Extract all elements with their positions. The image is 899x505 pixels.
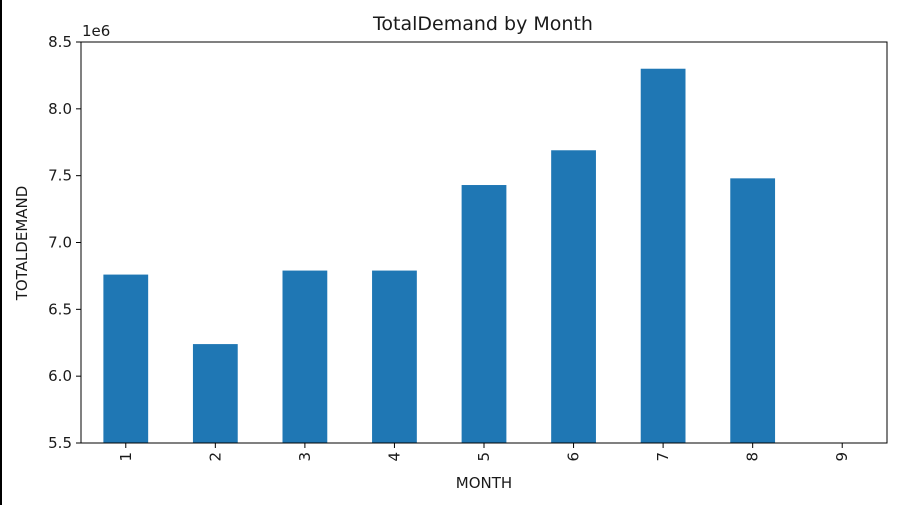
x-tick-label: 8: [744, 452, 762, 462]
y-tick-label: 6.0: [48, 367, 72, 385]
y-tick-label: 8.0: [48, 100, 72, 118]
y-ticks-group: 5.5 6.0 6.5 7.0 7.5 8.0 8.5: [48, 33, 81, 452]
bar-month-1: [103, 274, 149, 443]
y-axis-offset-label: 1e6: [82, 22, 110, 40]
x-tick-label: 6: [565, 452, 583, 462]
x-axis-label: MONTH: [456, 474, 512, 492]
x-ticks-group: 1 2 3 4 5 6 7 8 9: [117, 443, 851, 462]
plot-area-frame: [80, 41, 888, 444]
y-tick-label: 8.5: [48, 33, 72, 51]
x-tick-label: 9: [833, 452, 851, 462]
bars-group: [103, 68, 776, 444]
window-edge: [0, 0, 2, 505]
x-tick-label: 3: [296, 452, 314, 462]
bar-month-8: [730, 178, 776, 443]
x-tick-label: 4: [385, 452, 403, 462]
bar-month-3: [282, 270, 328, 443]
x-tick-label: 2: [206, 452, 224, 462]
x-tick-label: 7: [654, 452, 672, 462]
y-axis-label: TOTALDEMAND: [13, 186, 31, 302]
y-tick-label: 7.5: [48, 167, 72, 185]
bar-month-5: [461, 185, 507, 444]
bar-month-2: [192, 344, 238, 443]
bar-month-7: [640, 68, 686, 443]
chart-title: TotalDemand by Month: [372, 13, 593, 35]
bar-month-6: [551, 150, 596, 443]
x-tick-label: 1: [117, 452, 135, 462]
y-tick-label: 5.5: [48, 434, 72, 452]
x-tick-label: 5: [475, 452, 493, 462]
y-tick-label: 6.5: [48, 300, 72, 318]
y-tick-label: 7.0: [48, 234, 72, 252]
bar-month-4: [372, 270, 417, 443]
